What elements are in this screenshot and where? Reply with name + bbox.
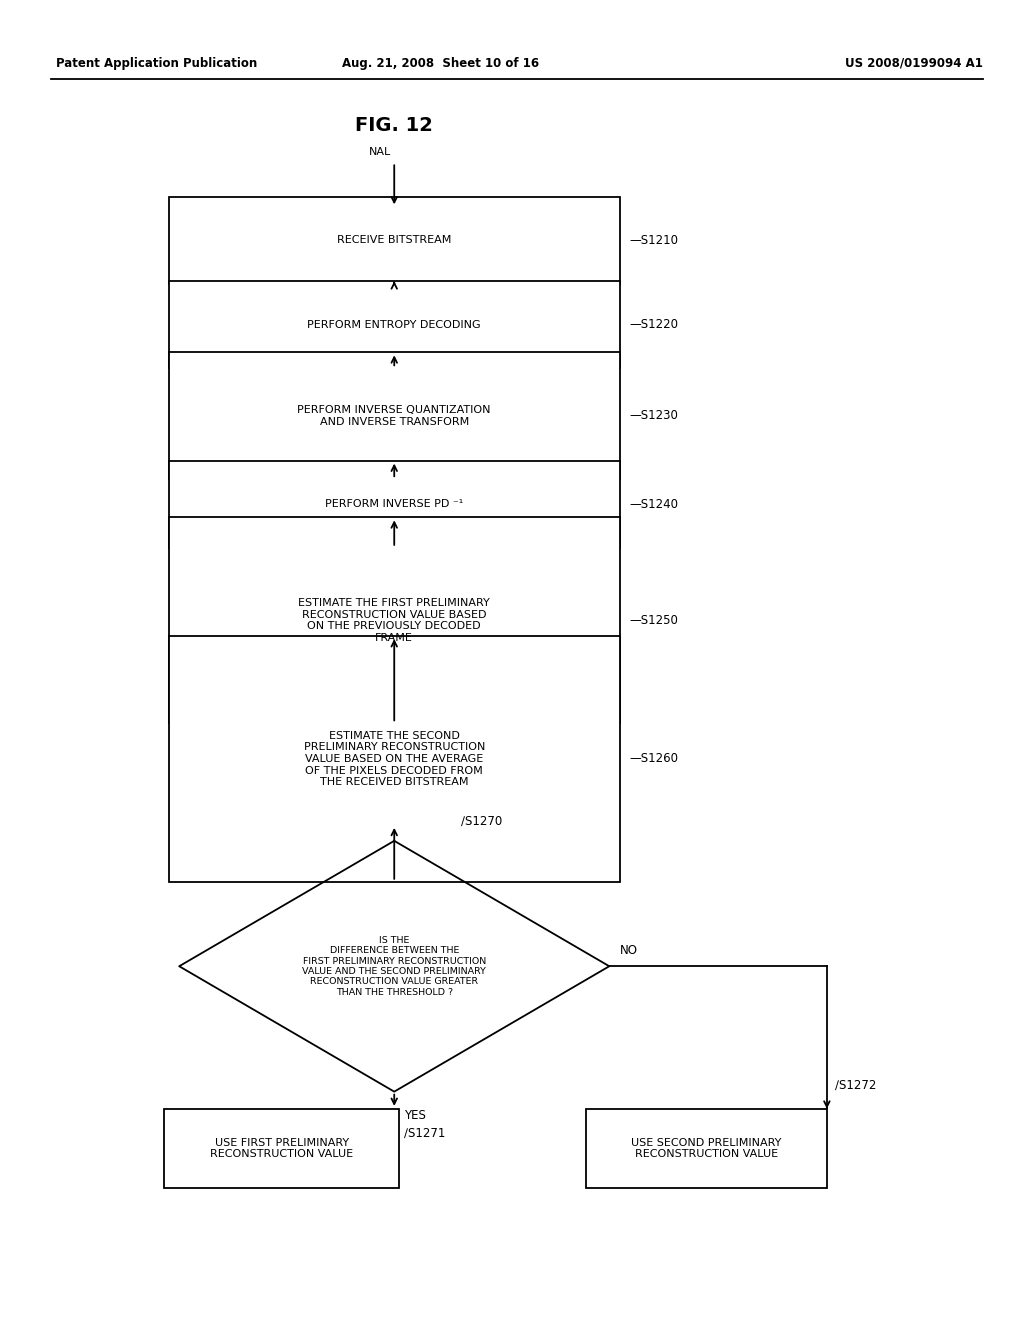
Text: IS THE
DIFFERENCE BETWEEN THE
FIRST PRELIMINARY RECONSTRUCTION
VALUE AND THE SEC: IS THE DIFFERENCE BETWEEN THE FIRST PREL… [302,936,486,997]
FancyBboxPatch shape [164,1109,399,1188]
Text: —S1260: —S1260 [630,752,679,766]
Text: —S1210: —S1210 [630,234,679,247]
Text: PERFORM INVERSE QUANTIZATION
AND INVERSE TRANSFORM: PERFORM INVERSE QUANTIZATION AND INVERSE… [298,405,490,426]
Text: Aug. 21, 2008  Sheet 10 of 16: Aug. 21, 2008 Sheet 10 of 16 [342,57,539,70]
Text: FIG. 12: FIG. 12 [355,116,433,135]
FancyBboxPatch shape [169,517,620,723]
FancyBboxPatch shape [586,1109,827,1188]
Text: Patent Application Publication: Patent Application Publication [56,57,258,70]
Text: —S1240: —S1240 [630,498,679,511]
Text: ESTIMATE THE FIRST PRELIMINARY
RECONSTRUCTION VALUE BASED
ON THE PREVIOUSLY DECO: ESTIMATE THE FIRST PRELIMINARY RECONSTRU… [298,598,490,643]
Text: NO: NO [620,944,638,957]
FancyBboxPatch shape [169,636,620,882]
Text: ∕S1270: ∕S1270 [461,814,502,828]
Text: ∕S1272: ∕S1272 [835,1078,877,1092]
Text: ∕S1271: ∕S1271 [404,1127,445,1140]
Text: YES: YES [404,1109,426,1122]
Text: PERFORM ENTROPY DECODING: PERFORM ENTROPY DECODING [307,319,481,330]
Text: USE SECOND PRELIMINARY
RECONSTRUCTION VALUE: USE SECOND PRELIMINARY RECONSTRUCTION VA… [632,1138,781,1159]
Text: —S1250: —S1250 [630,614,679,627]
Text: USE FIRST PRELIMINARY
RECONSTRUCTION VALUE: USE FIRST PRELIMINARY RECONSTRUCTION VAL… [210,1138,353,1159]
Text: PERFORM INVERSE PD ⁻¹: PERFORM INVERSE PD ⁻¹ [325,499,464,510]
FancyBboxPatch shape [169,197,620,284]
Text: ESTIMATE THE SECOND
PRELIMINARY RECONSTRUCTION
VALUE BASED ON THE AVERAGE
OF THE: ESTIMATE THE SECOND PRELIMINARY RECONSTR… [303,731,485,787]
Text: —S1230: —S1230 [630,409,679,422]
Text: US 2008/0199094 A1: US 2008/0199094 A1 [845,57,983,70]
FancyBboxPatch shape [169,281,620,368]
FancyBboxPatch shape [169,352,620,479]
FancyBboxPatch shape [169,461,620,548]
Text: RECEIVE BITSTREAM: RECEIVE BITSTREAM [337,235,452,246]
Text: NAL: NAL [369,147,391,157]
Text: —S1220: —S1220 [630,318,679,331]
